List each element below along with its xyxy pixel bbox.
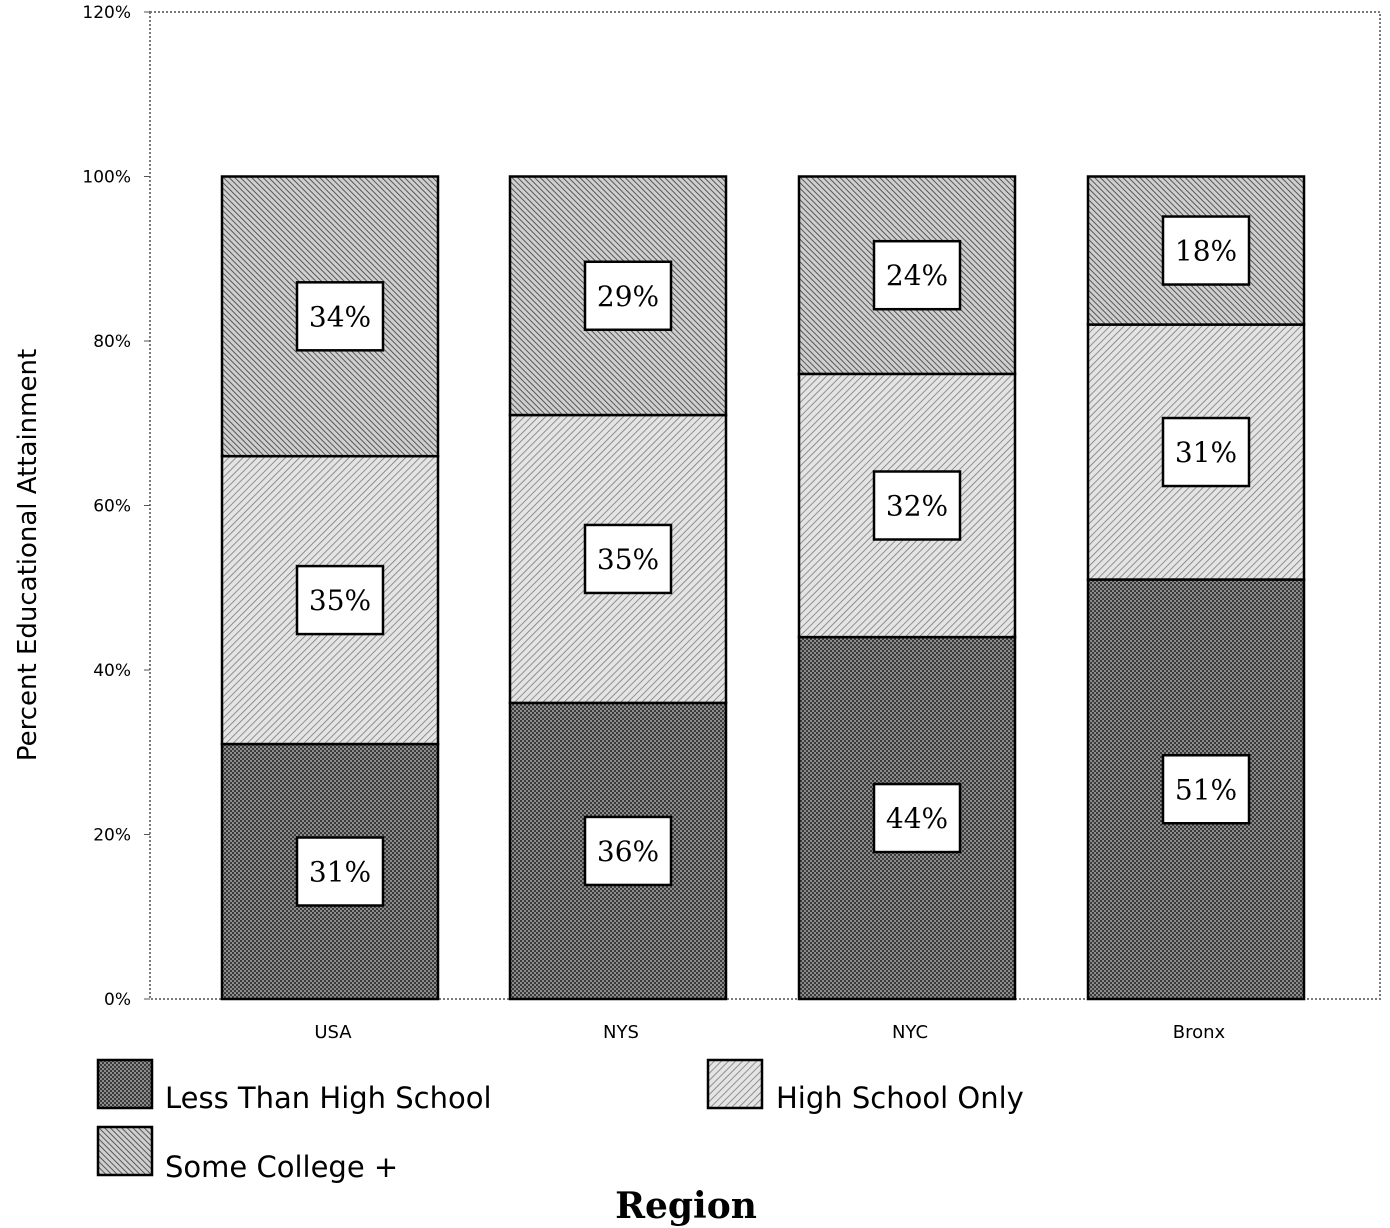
y-tick-label: 100%: [82, 168, 131, 188]
data-label-box: [295, 281, 385, 352]
bars: 31% 35% 34% 36% 35% 29% 44% 32% 24% 51% 31% 18%: [220, 175, 1306, 1001]
y-tick-label: 40%: [93, 661, 131, 681]
data-label-box: [1161, 754, 1251, 825]
data-label-box: [295, 836, 385, 907]
data-label-box: [583, 523, 673, 595]
x-tick-label: NYS: [603, 1022, 639, 1043]
data-label-box: [872, 470, 962, 541]
y-tick-label: 20%: [93, 826, 131, 846]
data-label-box: [872, 782, 962, 854]
data-label: 31%: [309, 856, 371, 889]
data-label: 36%: [597, 835, 659, 868]
data-label: 44%: [886, 802, 948, 835]
data-label: 51%: [1175, 773, 1237, 806]
x-axis-label: Region: [615, 1185, 757, 1227]
data-label-box: [872, 239, 962, 311]
x-tick-label: NYC: [892, 1022, 928, 1043]
data-label: 24%: [886, 259, 948, 292]
legend-label: Less Than High School: [165, 1081, 492, 1115]
data-label-box: [583, 260, 673, 332]
y-axis: 0% 20% 40% 60% 80% 100% 120%: [82, 3, 150, 1010]
y-tick-label: 80%: [93, 332, 131, 352]
data-label-box: [1161, 215, 1251, 286]
data-label: 34%: [309, 300, 371, 333]
legend-swatch: [706, 1058, 764, 1110]
data-label-box: [1161, 416, 1251, 488]
legend-label: High School Only: [776, 1081, 1024, 1115]
data-label: 35%: [309, 584, 371, 617]
data-label: 18%: [1175, 235, 1237, 268]
legend-swatch: [96, 1125, 154, 1177]
y-tick-label: 0%: [104, 990, 131, 1010]
data-label: 32%: [886, 490, 948, 523]
data-label-box: [295, 564, 385, 636]
legend-label: Some College +: [165, 1150, 398, 1184]
y-axis-label: Percent Educational Attainment: [13, 349, 43, 761]
legend-swatch: [96, 1058, 154, 1110]
x-tick-label: Bronx: [1173, 1022, 1226, 1043]
data-label: 29%: [597, 280, 659, 313]
x-tick-label: USA: [314, 1022, 352, 1043]
y-tick-label: 60%: [93, 497, 131, 517]
data-label-box: [583, 815, 673, 887]
data-label: 31%: [1175, 436, 1237, 469]
x-axis: USA NYS NYC Bronx: [314, 1022, 1225, 1043]
legend: Less Than High School High School Only Som…: [96, 1058, 1024, 1184]
y-tick-label: 120%: [82, 3, 131, 23]
data-label: 35%: [597, 543, 659, 576]
